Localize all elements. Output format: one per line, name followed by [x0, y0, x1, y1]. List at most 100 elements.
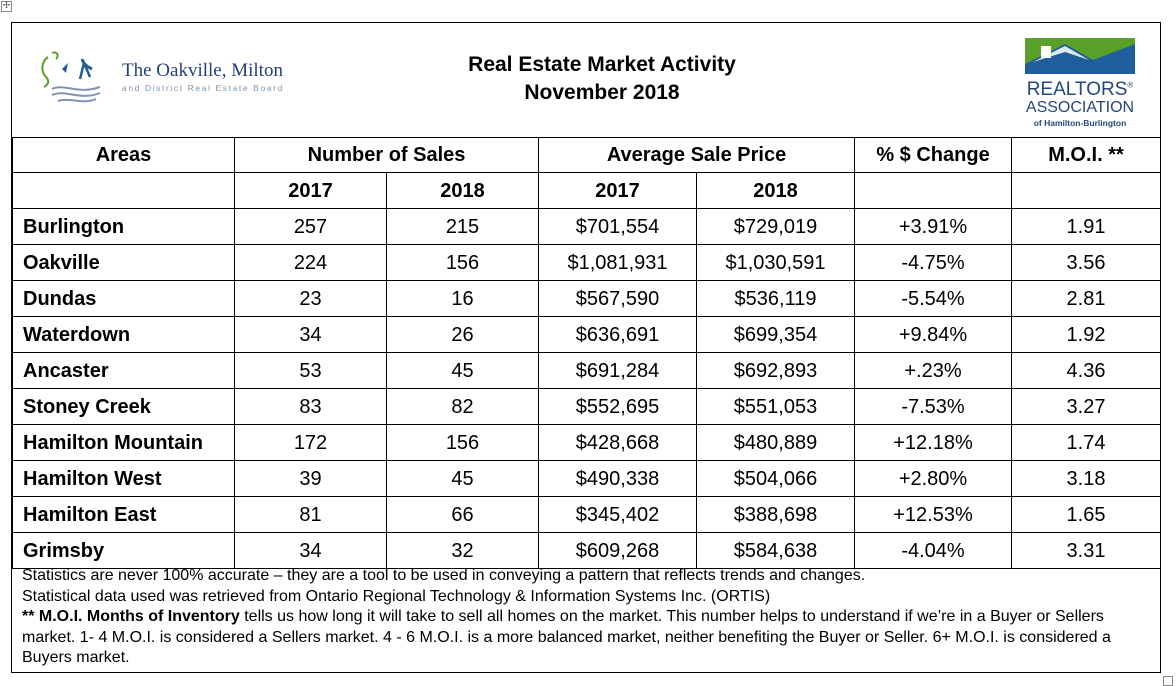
year-header-blank — [1011, 172, 1162, 209]
sales-2018: 45 — [385, 460, 540, 497]
price-2018: $536,119 — [696, 280, 856, 317]
area-name: Waterdown — [12, 316, 235, 353]
report-title-line2: November 2018 — [524, 81, 680, 104]
area-name: Hamilton West — [12, 460, 235, 497]
price-2018: $692,893 — [696, 352, 856, 389]
col-header-change: % $ Change — [854, 137, 1013, 173]
year-header-blank — [12, 172, 235, 209]
price-change: -4.75% — [854, 244, 1013, 281]
sales-2018: 215 — [385, 208, 540, 245]
price-2017: $345,402 — [538, 496, 698, 533]
area-name: Grimsby — [12, 532, 235, 569]
price-change: -5.54% — [854, 280, 1013, 317]
moi-value: 1.74 — [1011, 424, 1162, 461]
report-title: Real Estate Market Activity November 201… — [402, 51, 802, 107]
realtors-roof-icon — [1025, 38, 1135, 74]
col-header-areas: Areas — [12, 137, 235, 173]
sales-2017: 83 — [234, 388, 387, 425]
area-name: Oakville — [12, 244, 235, 281]
price-change: +3.91% — [854, 208, 1013, 245]
col-header-sales: Number of Sales — [233, 137, 540, 173]
market-activity-document: The Oakville, Milton and District Real E… — [11, 22, 1162, 673]
price-2018: $699,354 — [696, 316, 856, 353]
sales-2017: 53 — [234, 352, 387, 389]
table-year-row: 2017 2018 2017 2018 — [12, 172, 1162, 209]
document-header: The Oakville, Milton and District Real E… — [12, 23, 1160, 138]
price-change: +2.80% — [854, 460, 1013, 497]
sales-2017: 172 — [234, 424, 387, 461]
table-row: Stoney Creek 83 82 $552,695 $551,053 -7.… — [12, 388, 1162, 425]
area-name: Dundas — [12, 280, 235, 317]
board-emblem-icon — [41, 51, 101, 103]
moi-value: 3.56 — [1011, 244, 1162, 281]
price-2017: $428,668 — [538, 424, 698, 461]
sales-2017: 23 — [234, 280, 387, 317]
moi-value: 3.31 — [1011, 532, 1162, 569]
sales-2017: 257 — [234, 208, 387, 245]
area-name: Burlington — [12, 208, 235, 245]
col-header-moi: M.O.I. ** — [1011, 137, 1162, 173]
moi-value: 1.92 — [1011, 316, 1162, 353]
moi-value: 3.18 — [1011, 460, 1162, 497]
table-header-row: Areas Number of Sales Average Sale Price… — [12, 137, 1162, 173]
sales-2018: 16 — [385, 280, 540, 317]
sales-2018: 156 — [385, 244, 540, 281]
board-name: The Oakville, Milton — [122, 60, 283, 81]
association-text: ASSOCIATION — [1025, 99, 1135, 116]
footnotes: Statistics are never 100% accurate – the… — [22, 566, 1152, 669]
price-2017: $1,081,931 — [538, 244, 698, 281]
price-2018: $551,053 — [696, 388, 856, 425]
price-2017: $490,338 — [538, 460, 698, 497]
sales-2017: 224 — [234, 244, 387, 281]
price-2018: $584,638 — [696, 532, 856, 569]
price-2018: $388,698 — [696, 496, 856, 533]
table-row: Burlington 257 215 $701,554 $729,019 +3.… — [12, 208, 1162, 245]
area-name: Stoney Creek — [12, 388, 235, 425]
sales-2018: 156 — [385, 424, 540, 461]
table-row: Oakville 224 156 $1,081,931 $1,030,591 -… — [12, 244, 1162, 281]
year-header-sales-2017: 2017 — [234, 172, 387, 209]
realtors-wordmark: REALTORS® — [1017, 79, 1143, 101]
moi-note-text: tells us how long it will take to sell a… — [22, 608, 1111, 666]
year-header-sales-2018: 2018 — [385, 172, 540, 209]
sales-2018: 32 — [385, 532, 540, 569]
price-change: +12.53% — [854, 496, 1013, 533]
table-row: Ancaster 53 45 $691,284 $692,893 +.23% 4… — [12, 352, 1162, 389]
sales-2018: 82 — [385, 388, 540, 425]
table-row: Dundas 23 16 $567,590 $536,119 -5.54% 2.… — [12, 280, 1162, 317]
realtors-text: REALTORS — [1026, 79, 1128, 100]
report-title-line1: Real Estate Market Activity — [468, 53, 736, 76]
association-region-text: of Hamilton-Burlington — [1033, 118, 1127, 128]
realtors-association-logo: REALTORS® ASSOCIATION of Hamilton-Burlin… — [1017, 38, 1143, 130]
price-2017: $609,268 — [538, 532, 698, 569]
table-row: Grimsby 34 32 $609,268 $584,638 -4.04% 3… — [12, 532, 1162, 569]
price-2017: $567,590 — [538, 280, 698, 317]
price-2018: $729,019 — [696, 208, 856, 245]
area-name: Hamilton East — [12, 496, 235, 533]
oakville-milton-board-logo: The Oakville, Milton and District Real E… — [38, 49, 338, 119]
moi-note-term: ** M.O.I. Months of Inventory — [22, 608, 240, 625]
price-2018: $1,030,591 — [696, 244, 856, 281]
resize-handle[interactable] — [1163, 676, 1173, 686]
area-name: Ancaster — [12, 352, 235, 389]
table-row: Hamilton East 81 66 $345,402 $388,698 +1… — [12, 496, 1162, 533]
price-change: +12.18% — [854, 424, 1013, 461]
sales-2017: 34 — [234, 316, 387, 353]
moi-value: 4.36 — [1011, 352, 1162, 389]
year-header-price-2018: 2018 — [696, 172, 856, 209]
source-note: Statistical data used was retrieved from… — [22, 587, 771, 605]
market-activity-table: Areas Number of Sales Average Sale Price… — [12, 137, 1162, 569]
area-name: Hamilton Mountain — [12, 424, 235, 461]
price-change: +9.84% — [854, 316, 1013, 353]
price-2017: $701,554 — [538, 208, 698, 245]
sales-2017: 34 — [234, 532, 387, 569]
moi-value: 1.65 — [1011, 496, 1162, 533]
board-subtitle: and District Real Estate Board — [122, 83, 284, 93]
sales-2018: 45 — [385, 352, 540, 389]
move-table-icon[interactable]: ✢ — [1, 1, 12, 12]
year-header-price-2017: 2017 — [538, 172, 698, 209]
col-header-price: Average Sale Price — [538, 137, 856, 173]
price-change: -7.53% — [854, 388, 1013, 425]
sales-2018: 26 — [385, 316, 540, 353]
price-2018: $504,066 — [696, 460, 856, 497]
